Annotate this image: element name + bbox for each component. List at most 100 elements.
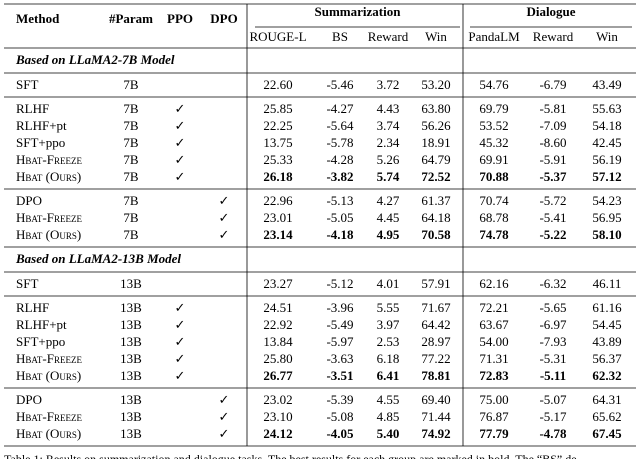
column-header: Method [16,11,60,26]
value-cell: 4.85 [377,409,400,424]
subcolumn-header: BS [332,29,348,44]
value-cell: 24.51 [263,300,292,315]
value-cell: 54.18 [592,118,621,133]
value-cell: 13B [120,351,142,366]
value-cell: 71.31 [479,351,508,366]
value-cell: 74.78 [479,227,509,242]
value-cell: 55.63 [592,101,621,116]
value-cell: -5.78 [326,135,353,150]
value-cell: 7B [123,169,139,184]
value-cell: 56.19 [592,152,621,167]
value-cell: 25.80 [263,351,292,366]
value-cell: 4.27 [377,193,400,208]
value-cell: -3.51 [326,368,353,383]
value-cell: -5.49 [326,317,353,332]
value-cell: 62.32 [592,368,621,383]
value-cell: 64.42 [421,317,450,332]
value-cell: 25.33 [263,152,292,167]
value-cell: -5.65 [539,300,566,315]
value-cell: 69.91 [479,152,508,167]
value-cell: 71.67 [421,300,451,315]
value-cell: ✓ [219,210,230,225]
value-cell: 54.45 [592,317,621,332]
value-cell: -6.32 [539,276,566,291]
value-cell: 7B [123,101,139,116]
value-cell: ✓ [219,426,230,441]
method-cell: Hbat-Freeze [16,351,82,366]
value-cell: 23.27 [263,276,293,291]
method-cell: Hbat (Ours) [16,227,81,242]
value-cell: 4.43 [377,101,400,116]
value-cell: -3.82 [326,169,353,184]
section-title: Based on LLaMA2-13B Model [15,251,181,266]
value-cell: ✓ [175,368,186,383]
value-cell: 54.00 [479,334,508,349]
value-cell: 5.74 [377,169,400,184]
method-cell: Hbat-Freeze [16,152,82,167]
value-cell: 53.20 [421,77,450,92]
value-cell: 4.01 [377,276,400,291]
value-cell: -4.18 [326,227,354,242]
method-cell: DPO [16,392,42,407]
value-cell: 4.55 [377,392,400,407]
value-cell: 13B [120,368,142,383]
value-cell: ✓ [219,227,230,242]
value-cell: 43.49 [592,77,621,92]
value-cell: 13B [120,426,142,441]
value-cell: -4.05 [326,426,354,441]
value-cell: 7B [123,77,139,92]
value-cell: 74.92 [421,426,450,441]
value-cell: -5.81 [539,101,566,116]
value-cell: -5.12 [326,276,353,291]
value-cell: -6.79 [539,77,566,92]
value-cell: 5.55 [377,300,400,315]
value-cell: ✓ [175,169,186,184]
value-cell: 23.14 [263,227,293,242]
value-cell: 53.52 [479,118,508,133]
value-cell: 13.84 [263,334,293,349]
value-cell: -4.78 [539,426,567,441]
value-cell: 76.87 [479,409,509,424]
value-cell: -5.46 [326,77,354,92]
value-cell: -7.93 [539,334,566,349]
value-cell: 7B [123,152,139,167]
value-cell: 13B [120,409,142,424]
value-cell: 7B [123,135,139,150]
method-cell: SFT+ppo [16,135,65,150]
column-header: #Param [109,11,153,26]
value-cell: ✓ [175,118,186,133]
value-cell: 69.40 [421,392,450,407]
value-cell: 13.75 [263,135,292,150]
method-cell: RLHF+pt [16,317,67,332]
value-cell: 22.25 [263,118,292,133]
value-cell: 13B [120,317,142,332]
value-cell: 13B [120,300,142,315]
value-cell: ✓ [175,300,186,315]
value-cell: 65.62 [592,409,621,424]
value-cell: 67.45 [592,426,622,441]
value-cell: 56.37 [592,351,622,366]
value-cell: 46.11 [593,276,622,291]
value-cell: 6.18 [377,351,400,366]
value-cell: 45.32 [479,135,508,150]
value-cell: -5.41 [539,210,566,225]
value-cell: 2.53 [377,334,400,349]
method-cell: RLHF [16,300,49,315]
value-cell: 23.01 [263,210,292,225]
value-cell: -4.28 [326,152,353,167]
value-cell: 13B [120,392,142,407]
value-cell: -5.72 [539,193,566,208]
method-cell: SFT+ppo [16,334,65,349]
value-cell: -5.07 [539,392,567,407]
subcolumn-header: Win [596,29,618,44]
value-cell: 43.89 [592,334,621,349]
value-cell: 57.91 [421,276,450,291]
value-cell: 54.23 [592,193,621,208]
value-cell: 22.96 [263,193,293,208]
value-cell: 26.18 [263,169,293,184]
value-cell: -5.31 [539,351,566,366]
value-cell: 22.92 [263,317,292,332]
value-cell: ✓ [219,409,230,424]
method-cell: DPO [16,193,42,208]
value-cell: ✓ [219,193,230,208]
